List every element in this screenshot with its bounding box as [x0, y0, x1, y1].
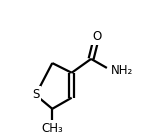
- Text: S: S: [32, 88, 39, 102]
- Text: O: O: [92, 30, 101, 43]
- Text: NH₂: NH₂: [111, 64, 133, 76]
- Text: CH₃: CH₃: [41, 122, 63, 135]
